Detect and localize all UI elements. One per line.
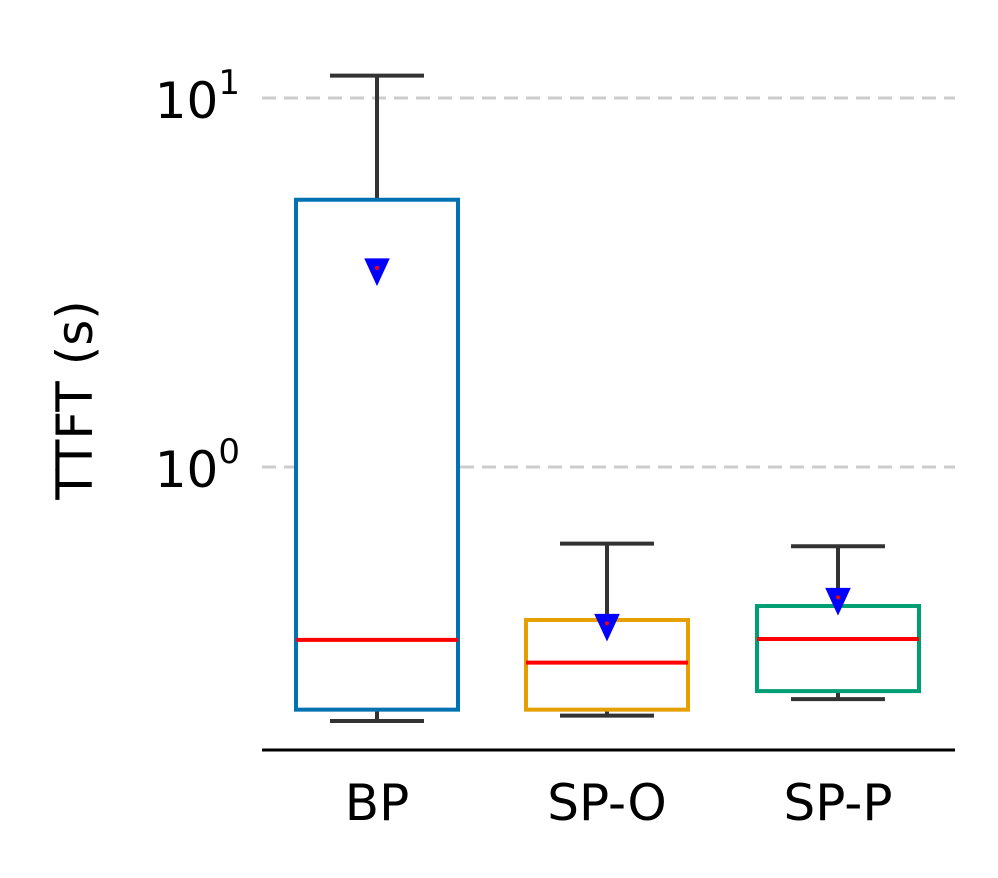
x-tick-label-bp: BP — [345, 774, 409, 832]
y-tick-base-1: 10 — [155, 72, 219, 130]
mean-marker — [364, 258, 390, 287]
y-axis-label: TTFT (s) — [46, 300, 104, 501]
y-tick-label-0: 100 — [155, 432, 240, 499]
y-tick-exponent-1: 1 — [218, 63, 240, 103]
mean-marker — [594, 613, 620, 642]
box-sp-p — [755, 544, 921, 702]
mean-marker-center — [836, 595, 840, 600]
x-tick-label-sp-p: SP-P — [784, 774, 893, 832]
iqr-box — [755, 604, 921, 694]
x-tick-label-sp-o: SP-O — [547, 774, 667, 832]
y-tick-label-1: 101 — [155, 63, 240, 130]
mean-marker-center — [375, 265, 379, 270]
mean-marker-center — [605, 621, 609, 626]
box-series — [294, 73, 921, 723]
box-sp-o — [524, 541, 690, 718]
x-tick-labels: BP SP-O SP-P — [345, 774, 893, 832]
y-tick-exponent-0: 0 — [218, 432, 240, 472]
mean-marker — [825, 587, 851, 616]
box-bp — [294, 73, 460, 723]
y-tick-base-0: 10 — [155, 441, 219, 499]
